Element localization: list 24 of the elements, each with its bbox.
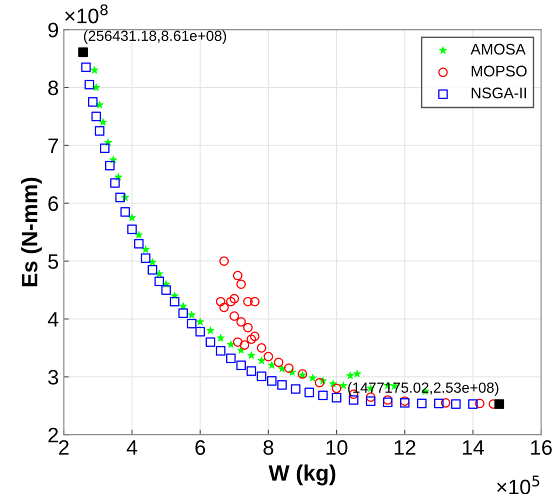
y-tick-label: 8 xyxy=(48,80,58,96)
y-tick-label: 5 xyxy=(48,254,58,269)
x-tick-label: 10 xyxy=(326,440,348,455)
y-tick-label: 2 xyxy=(48,428,58,442)
x-tick-label: 2 xyxy=(59,440,69,455)
x-tick-label: 14 xyxy=(462,440,484,455)
y-tick-label: 7 xyxy=(48,138,58,153)
legend-label: AMOSA xyxy=(470,44,526,55)
y-tick-label: 4 xyxy=(48,312,58,327)
text: ×10$^{5}$ xyxy=(497,476,540,494)
x-tick-label: 12 xyxy=(394,440,416,455)
y-tick-label: 3 xyxy=(48,370,58,385)
legend-label: NSGA-II xyxy=(472,88,526,98)
x-tick-label: 4 xyxy=(126,440,138,455)
y-tick-label: 9 xyxy=(48,22,58,38)
y-tick-label: 6 xyxy=(48,196,58,211)
x-tick-label: 6 xyxy=(195,440,206,455)
text: ×10$^{8}$ xyxy=(65,4,108,24)
y-axis-title: Es (N-mm) xyxy=(21,178,42,286)
x-tick-label: 8 xyxy=(263,440,274,455)
x-tick-label: 16 xyxy=(531,440,552,455)
x-axis-title: W (kg) xyxy=(268,464,336,486)
annotation: (256431.18,8.61e+08) xyxy=(84,30,226,44)
legend-label: MOPSO xyxy=(472,66,527,76)
